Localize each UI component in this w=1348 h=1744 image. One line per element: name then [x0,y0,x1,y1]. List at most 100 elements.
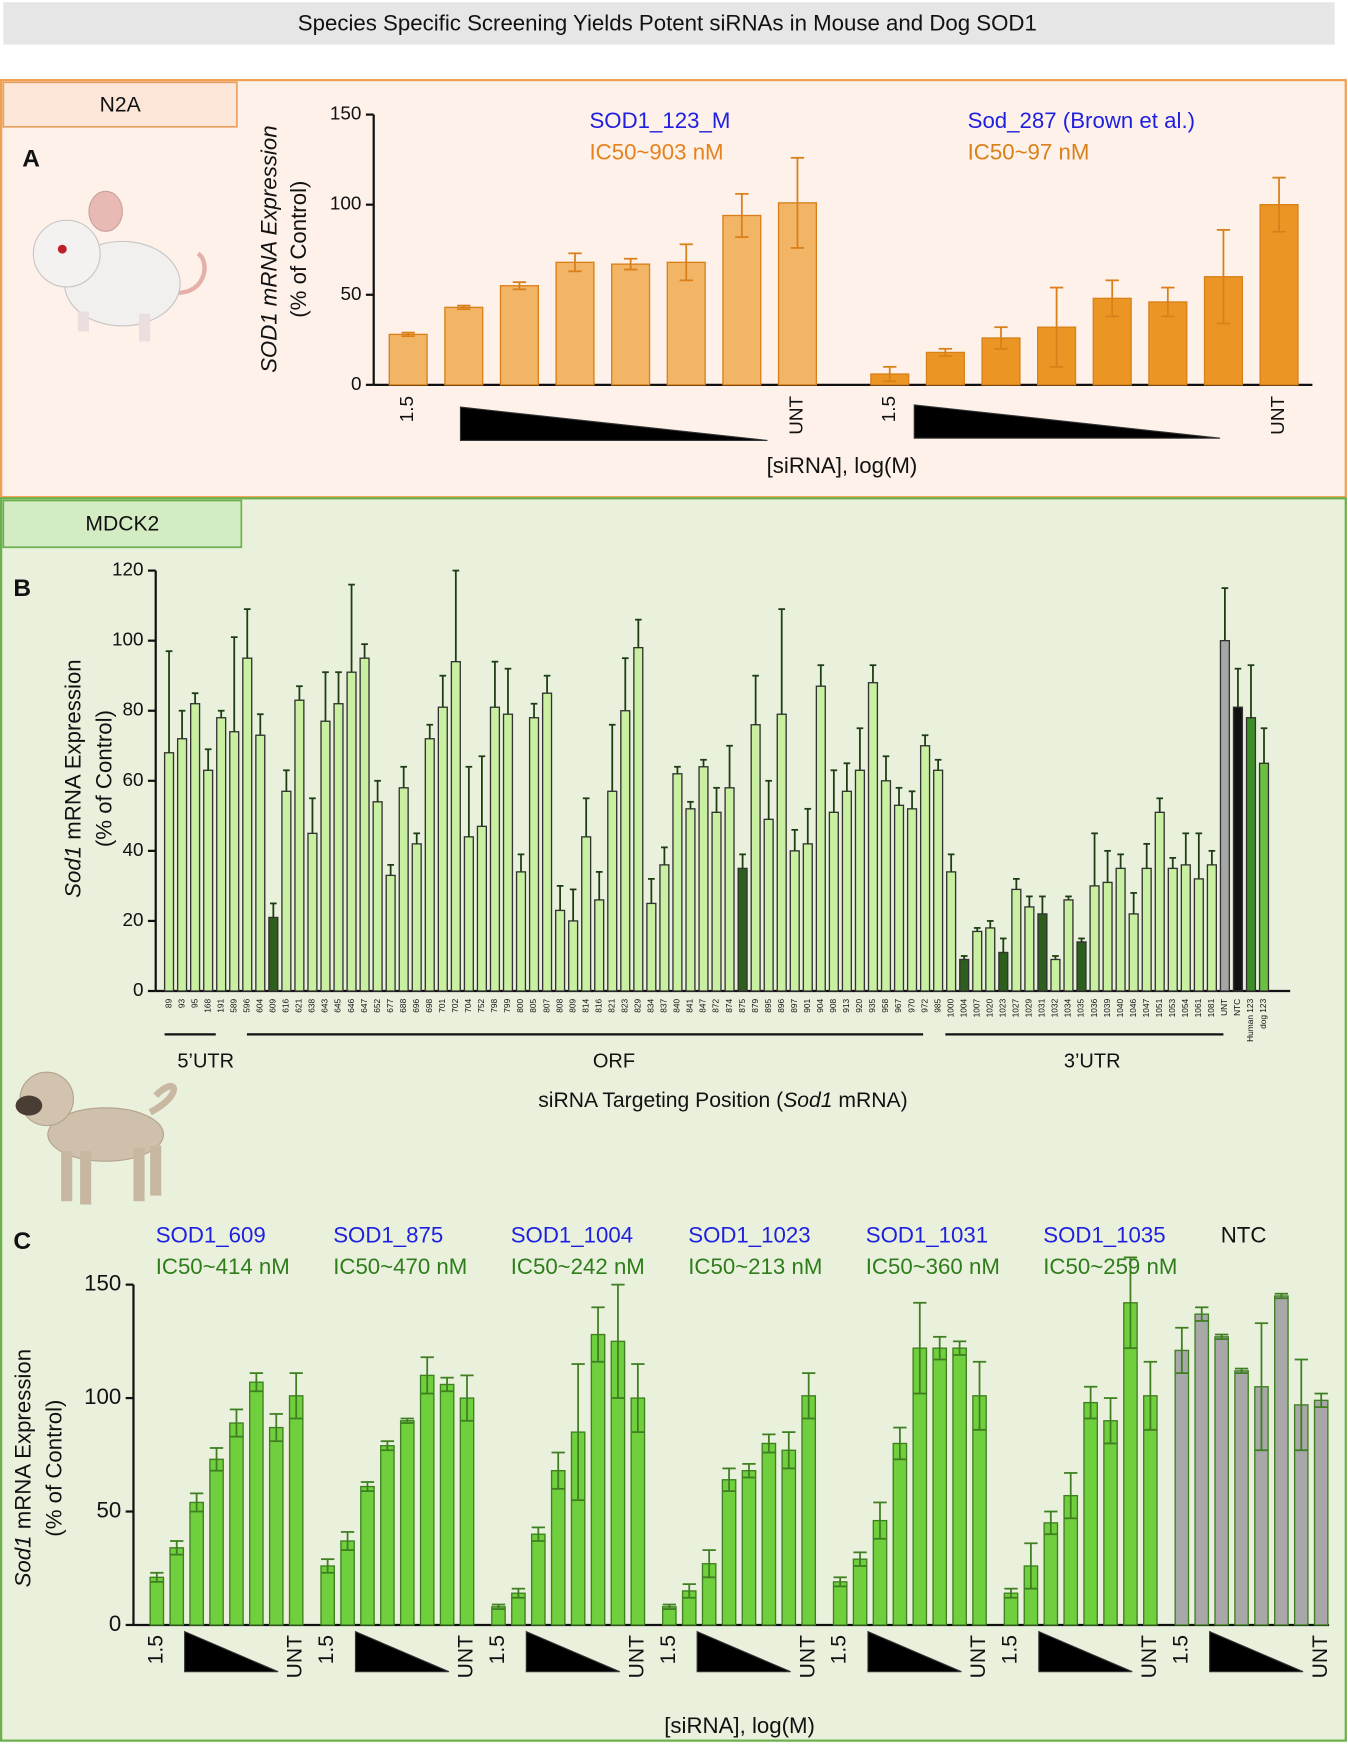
bar [776,713,787,992]
x-tick-label: UNT [284,1635,307,1679]
x-tick-label: 1032 [1050,998,1060,1017]
x-tick-label: 821 [606,998,616,1012]
y-tick-label: 50 [340,284,361,305]
bar [607,790,618,992]
x-axis-label-text: siRNA Targeting Position ( [538,1089,783,1112]
bar [444,306,484,386]
x-tick-label: 1.5 [1169,1635,1192,1664]
x-tick-label: 1007 [971,998,981,1017]
x-tick-label: 1039 [1102,998,1112,1017]
bar [852,1558,868,1626]
x-tick-label: 823 [619,998,629,1012]
x-tick-label: 1051 [1154,998,1164,1017]
x-tick-label: 191 [215,998,225,1012]
y-tick-label: 150 [330,104,362,125]
bar [528,717,540,992]
x-tick-label: UNT [1138,1635,1161,1679]
x-tick-label: 1023 [998,998,1008,1017]
x-tick-label: 896 [776,998,786,1012]
x-tick-label: 809 [567,998,577,1012]
x-tick-label: 895 [763,998,773,1012]
bar [399,1420,415,1626]
group-ic50: IC50~414 nM [156,1254,290,1279]
bar [854,769,866,992]
x-tick-label: 1053 [1167,998,1177,1017]
bar [216,717,227,992]
x-tick-label: 872 [711,998,721,1012]
bar [346,671,357,992]
bar [333,703,344,992]
bar [1123,1302,1138,1626]
bar [789,850,800,992]
x-tick-label: 920 [854,998,864,1012]
y-axis-label-italic: Sod1 [60,846,85,898]
bar [1011,888,1022,992]
bar [1103,1420,1118,1626]
x-tick-label: 837 [659,998,669,1012]
x-tick-label: 1004 [958,998,968,1017]
group-ic50: IC50~242 nM [511,1254,645,1279]
y-axis-label-2: (% of Control) [92,710,117,847]
bar [932,1347,948,1626]
bar [149,1576,165,1626]
x-tick-label: 972 [919,998,929,1012]
x-tick-label: 841 [685,998,695,1012]
bar [411,843,422,992]
x-tick-label: 638 [307,998,317,1012]
bar [841,790,852,992]
bar [620,710,631,992]
x-tick-label: NTC [1232,999,1242,1016]
x-tick-label: 958 [880,998,890,1012]
bar [1043,1522,1059,1626]
group-name: SOD1_609 [156,1223,266,1248]
bar [176,738,188,992]
bar [360,1485,375,1626]
dose-wedge [459,406,768,442]
bar [294,699,305,992]
x-tick-label: 621 [294,998,304,1012]
bar [1194,1313,1210,1626]
x-tick-label: 875 [737,998,747,1012]
bar [594,899,605,992]
x-tick-label: 807 [541,998,551,1012]
dose-wedge [1209,1630,1304,1673]
bar [288,1395,304,1626]
x-tick-label: 874 [724,998,734,1012]
bar [611,263,651,386]
bar [307,832,318,992]
y-axis-label: Sod1 mRNA Expression [10,1349,35,1588]
cell-line-box [2,499,243,549]
dose-wedge [184,1630,279,1673]
bar [952,1347,967,1626]
bar [1063,899,1074,992]
bar [255,734,266,992]
bar [1193,878,1204,992]
group-name: SOD1_1004 [511,1223,633,1248]
x-tick-label: 609 [268,998,278,1012]
y-tick-label: 80 [122,700,143,721]
x-tick-label: 805 [528,998,538,1012]
x-tick-label: 800 [515,998,525,1012]
bar [320,720,331,992]
x-tick-label: UNT [625,1635,648,1679]
x-tick-label: 901 [802,998,812,1012]
bar [1037,913,1048,992]
x-tick-label: 596 [241,998,251,1012]
bar [1274,1295,1289,1626]
bar [590,1333,606,1626]
bar [530,1533,546,1626]
x-tick-label: 798 [489,998,499,1012]
bar [459,1397,475,1626]
bar [1102,881,1113,992]
bar [801,1395,817,1626]
x-tick-label: 93 [176,998,186,1008]
bar [1219,639,1231,992]
x-tick-label: 1.5 [999,1635,1022,1664]
dose-wedge [1038,1630,1133,1673]
bar [169,1547,185,1626]
y-axis-label-text: mRNA Expression [10,1349,35,1536]
panel-bc-background [0,497,1347,1742]
x-tick-label: 646 [346,998,356,1012]
x-tick-label: 1.5 [879,396,900,422]
bar [959,958,970,992]
